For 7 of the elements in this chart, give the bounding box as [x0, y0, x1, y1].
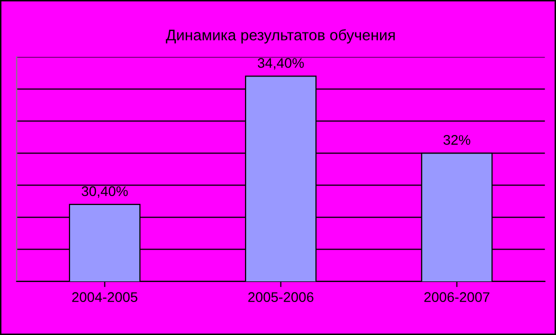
- x-tick-label: 2004-2005: [72, 292, 138, 302]
- data-label: 32%: [443, 135, 470, 145]
- x-tick-label: 2006-2007: [424, 292, 490, 302]
- data-label: 30,40%: [82, 186, 128, 198]
- data-label: 34,40%: [258, 58, 304, 70]
- chart-title: Динамика результатов обучения: [166, 29, 395, 44]
- x-tick-label: 2005-2006: [248, 292, 314, 302]
